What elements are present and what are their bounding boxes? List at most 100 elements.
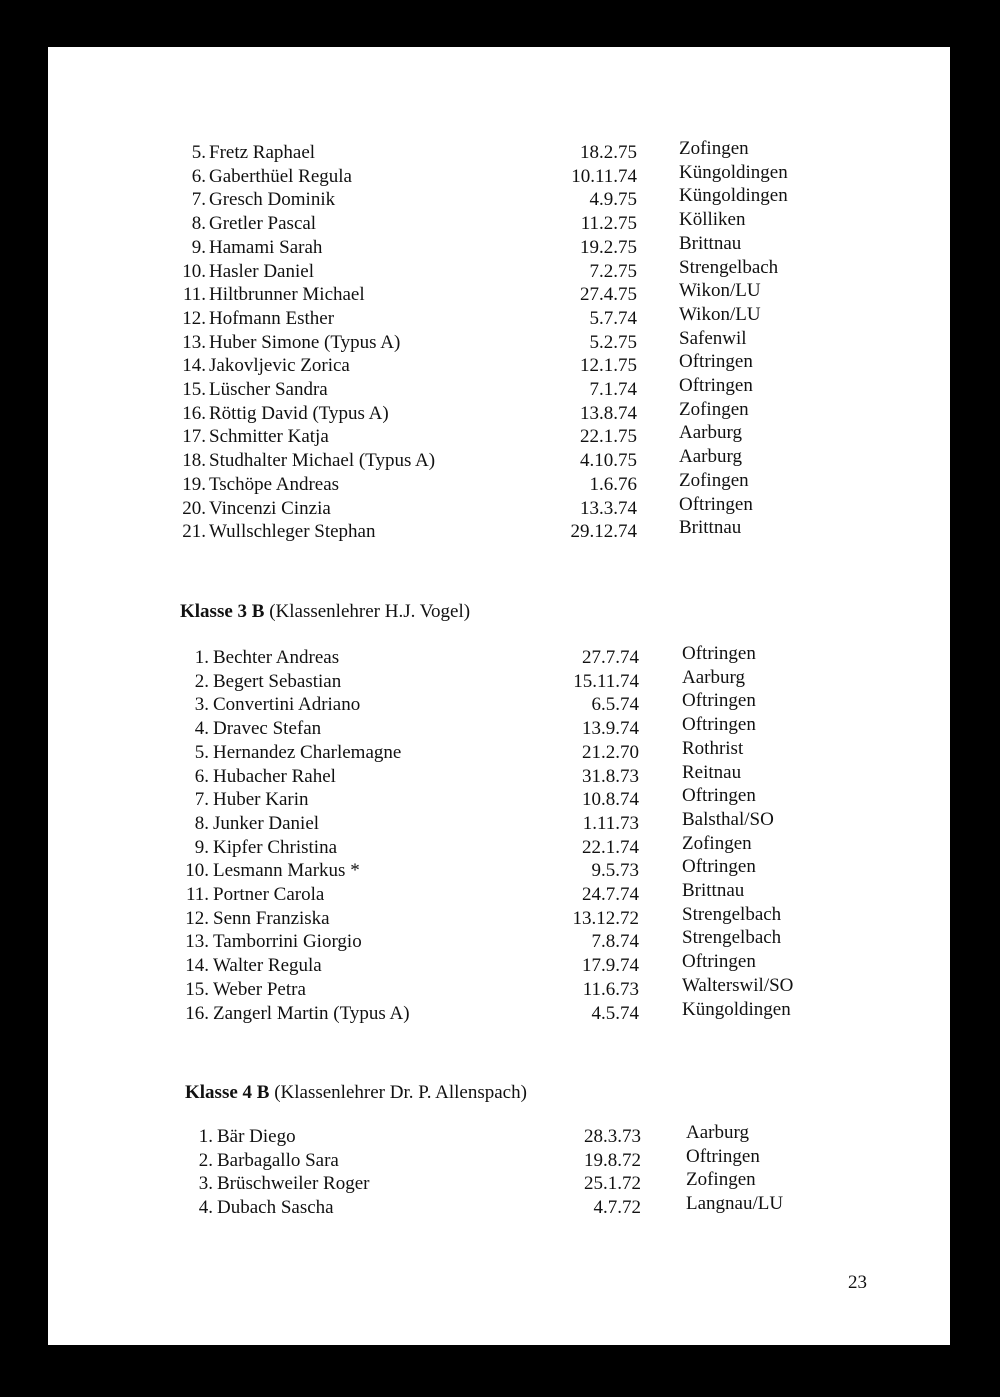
student-name: Walter Regula: [213, 955, 322, 977]
list-number: 6.: [191, 165, 206, 187]
hometown: Küngoldingen: [679, 161, 788, 183]
hometown: Zofingen: [679, 138, 749, 159]
list-number: 21.: [182, 521, 206, 543]
birth-date: 9.5.73: [591, 860, 640, 882]
list-number: 14.: [182, 355, 206, 377]
student-name: Kipfer Christina: [213, 836, 338, 858]
hometown: Oftringen: [682, 643, 756, 664]
birth-date: 17.9.74: [582, 955, 639, 977]
student-name: Tamborrini Giorgio: [213, 931, 362, 953]
birth-date: 25.1.72: [584, 1173, 641, 1195]
student-name: Hofmann Esther: [209, 307, 335, 329]
birth-date: 22.1.74: [582, 836, 639, 858]
birth-date: 12.1.75: [580, 355, 637, 377]
student-name: Gaberthüel Regula: [209, 165, 352, 187]
hometown: Oftringen: [686, 1145, 760, 1167]
list-number: 17.: [182, 426, 206, 448]
student-name: Gresch Dominik: [209, 189, 336, 211]
hometown: Aarburg: [679, 422, 742, 444]
class-name: Klasse 4 B: [185, 1082, 270, 1103]
birth-date: 5.2.75: [589, 331, 638, 353]
hometown: Oftringen: [682, 690, 756, 712]
birth-date: 4.9.75: [589, 189, 638, 211]
hometown: Wikon/LU: [679, 280, 761, 302]
hometown: Oftringen: [682, 856, 756, 878]
birth-date: 13.8.74: [580, 402, 637, 424]
list-number: 2.: [198, 1149, 213, 1171]
hometown: Strengelbach: [682, 927, 782, 949]
list-number: 5.: [194, 741, 209, 763]
list-number: 16.: [182, 402, 206, 424]
hometown: Wikon/LU: [679, 303, 761, 325]
student-name: Portner Carola: [213, 884, 325, 905]
document-page: 5. Fretz Raphael 18.2.75 Zofingen 6. Gaberthü…: [48, 47, 950, 1345]
birth-date: 1.11.73: [582, 812, 639, 834]
list-number: 12.: [182, 307, 206, 329]
student-name: Hamami Sarah: [209, 236, 323, 258]
hometown: Zofingen: [679, 469, 749, 491]
student-name: Wullschleger Stephan: [209, 521, 376, 543]
student-name: Convertini Adriano: [213, 694, 361, 716]
student-name: Dubach Sascha: [217, 1197, 334, 1219]
list-number: 1.: [198, 1126, 213, 1147]
hometown: Brittnau: [679, 517, 742, 539]
birth-date: 10.8.74: [582, 789, 639, 811]
birth-date: 7.1.74: [589, 379, 638, 400]
birth-date: 7.2.75: [589, 260, 638, 282]
list-number: 5.: [191, 142, 206, 163]
list-number: 8.: [194, 812, 209, 834]
birth-date: 31.8.73: [582, 765, 639, 787]
list-number: 11.: [185, 884, 209, 905]
student-name: Junker Daniel: [213, 812, 320, 834]
class-name: Klasse 3 B: [180, 601, 265, 622]
student-name: Begert Sebastian: [213, 670, 342, 692]
birth-date: 13.9.74: [582, 718, 639, 740]
student-name: Tschöpe Andreas: [209, 473, 340, 495]
hometown: Brittnau: [682, 880, 745, 901]
birth-date: 19.2.75: [580, 236, 637, 258]
list-number: 15.: [185, 978, 209, 1000]
birth-date: 29.12.74: [570, 521, 638, 543]
list-number: 10.: [182, 260, 206, 282]
list-number: 14.: [185, 955, 209, 977]
student-name: Hiltbrunner Michael: [209, 284, 365, 306]
hometown: Oftringen: [679, 375, 753, 396]
list-number: 6.: [194, 765, 209, 787]
student-name: Hasler Daniel: [209, 260, 314, 282]
list-number: 3.: [198, 1173, 213, 1195]
student-name: Fretz Raphael: [209, 142, 316, 163]
list-number: 15.: [182, 379, 206, 400]
hometown: Strengelbach: [679, 256, 779, 278]
hometown: Oftringen: [679, 493, 753, 515]
birth-date: 21.2.70: [582, 741, 639, 763]
hometown: Küngoldingen: [682, 998, 791, 1020]
hometown: Aarburg: [686, 1122, 749, 1143]
birth-date: 15.11.74: [573, 670, 639, 692]
birth-date: 6.5.74: [591, 694, 640, 716]
list-number: 20.: [182, 497, 206, 519]
hometown: Aarburg: [679, 446, 742, 468]
student-name: Vincenzi Cinzia: [209, 497, 331, 519]
student-name: Bär Diego: [217, 1126, 296, 1147]
student-name: Lüscher Sandra: [209, 379, 328, 400]
section-heading: Klasse 3 B (Klassenlehrer H.J. Vogel): [180, 601, 470, 623]
birth-date: 1.6.76: [589, 473, 638, 495]
list-number: 10.: [185, 860, 209, 882]
student-name: Schmitter Katja: [209, 426, 329, 448]
student-name: Studhalter Michael (Typus A): [209, 450, 436, 472]
list-number: 19.: [182, 473, 206, 495]
birth-date: 7.8.74: [591, 931, 640, 953]
class-teacher: (Klassenlehrer H.J. Vogel): [269, 601, 471, 622]
student-name: Huber Karin: [213, 789, 309, 811]
birth-date: 19.8.72: [584, 1149, 641, 1171]
hometown: Oftringen: [679, 351, 753, 373]
student-name: Röttig David (Typus A): [209, 402, 389, 424]
list-number: 2.: [194, 670, 209, 692]
list-number: 1.: [194, 647, 209, 668]
birth-date: 28.3.73: [584, 1126, 641, 1147]
student-name: Barbagallo Sara: [217, 1149, 339, 1171]
hometown: Safenwil: [679, 327, 747, 349]
list-number: 16.: [185, 1002, 209, 1024]
student-name: Weber Petra: [213, 978, 306, 1000]
birth-date: 5.7.74: [589, 307, 638, 329]
